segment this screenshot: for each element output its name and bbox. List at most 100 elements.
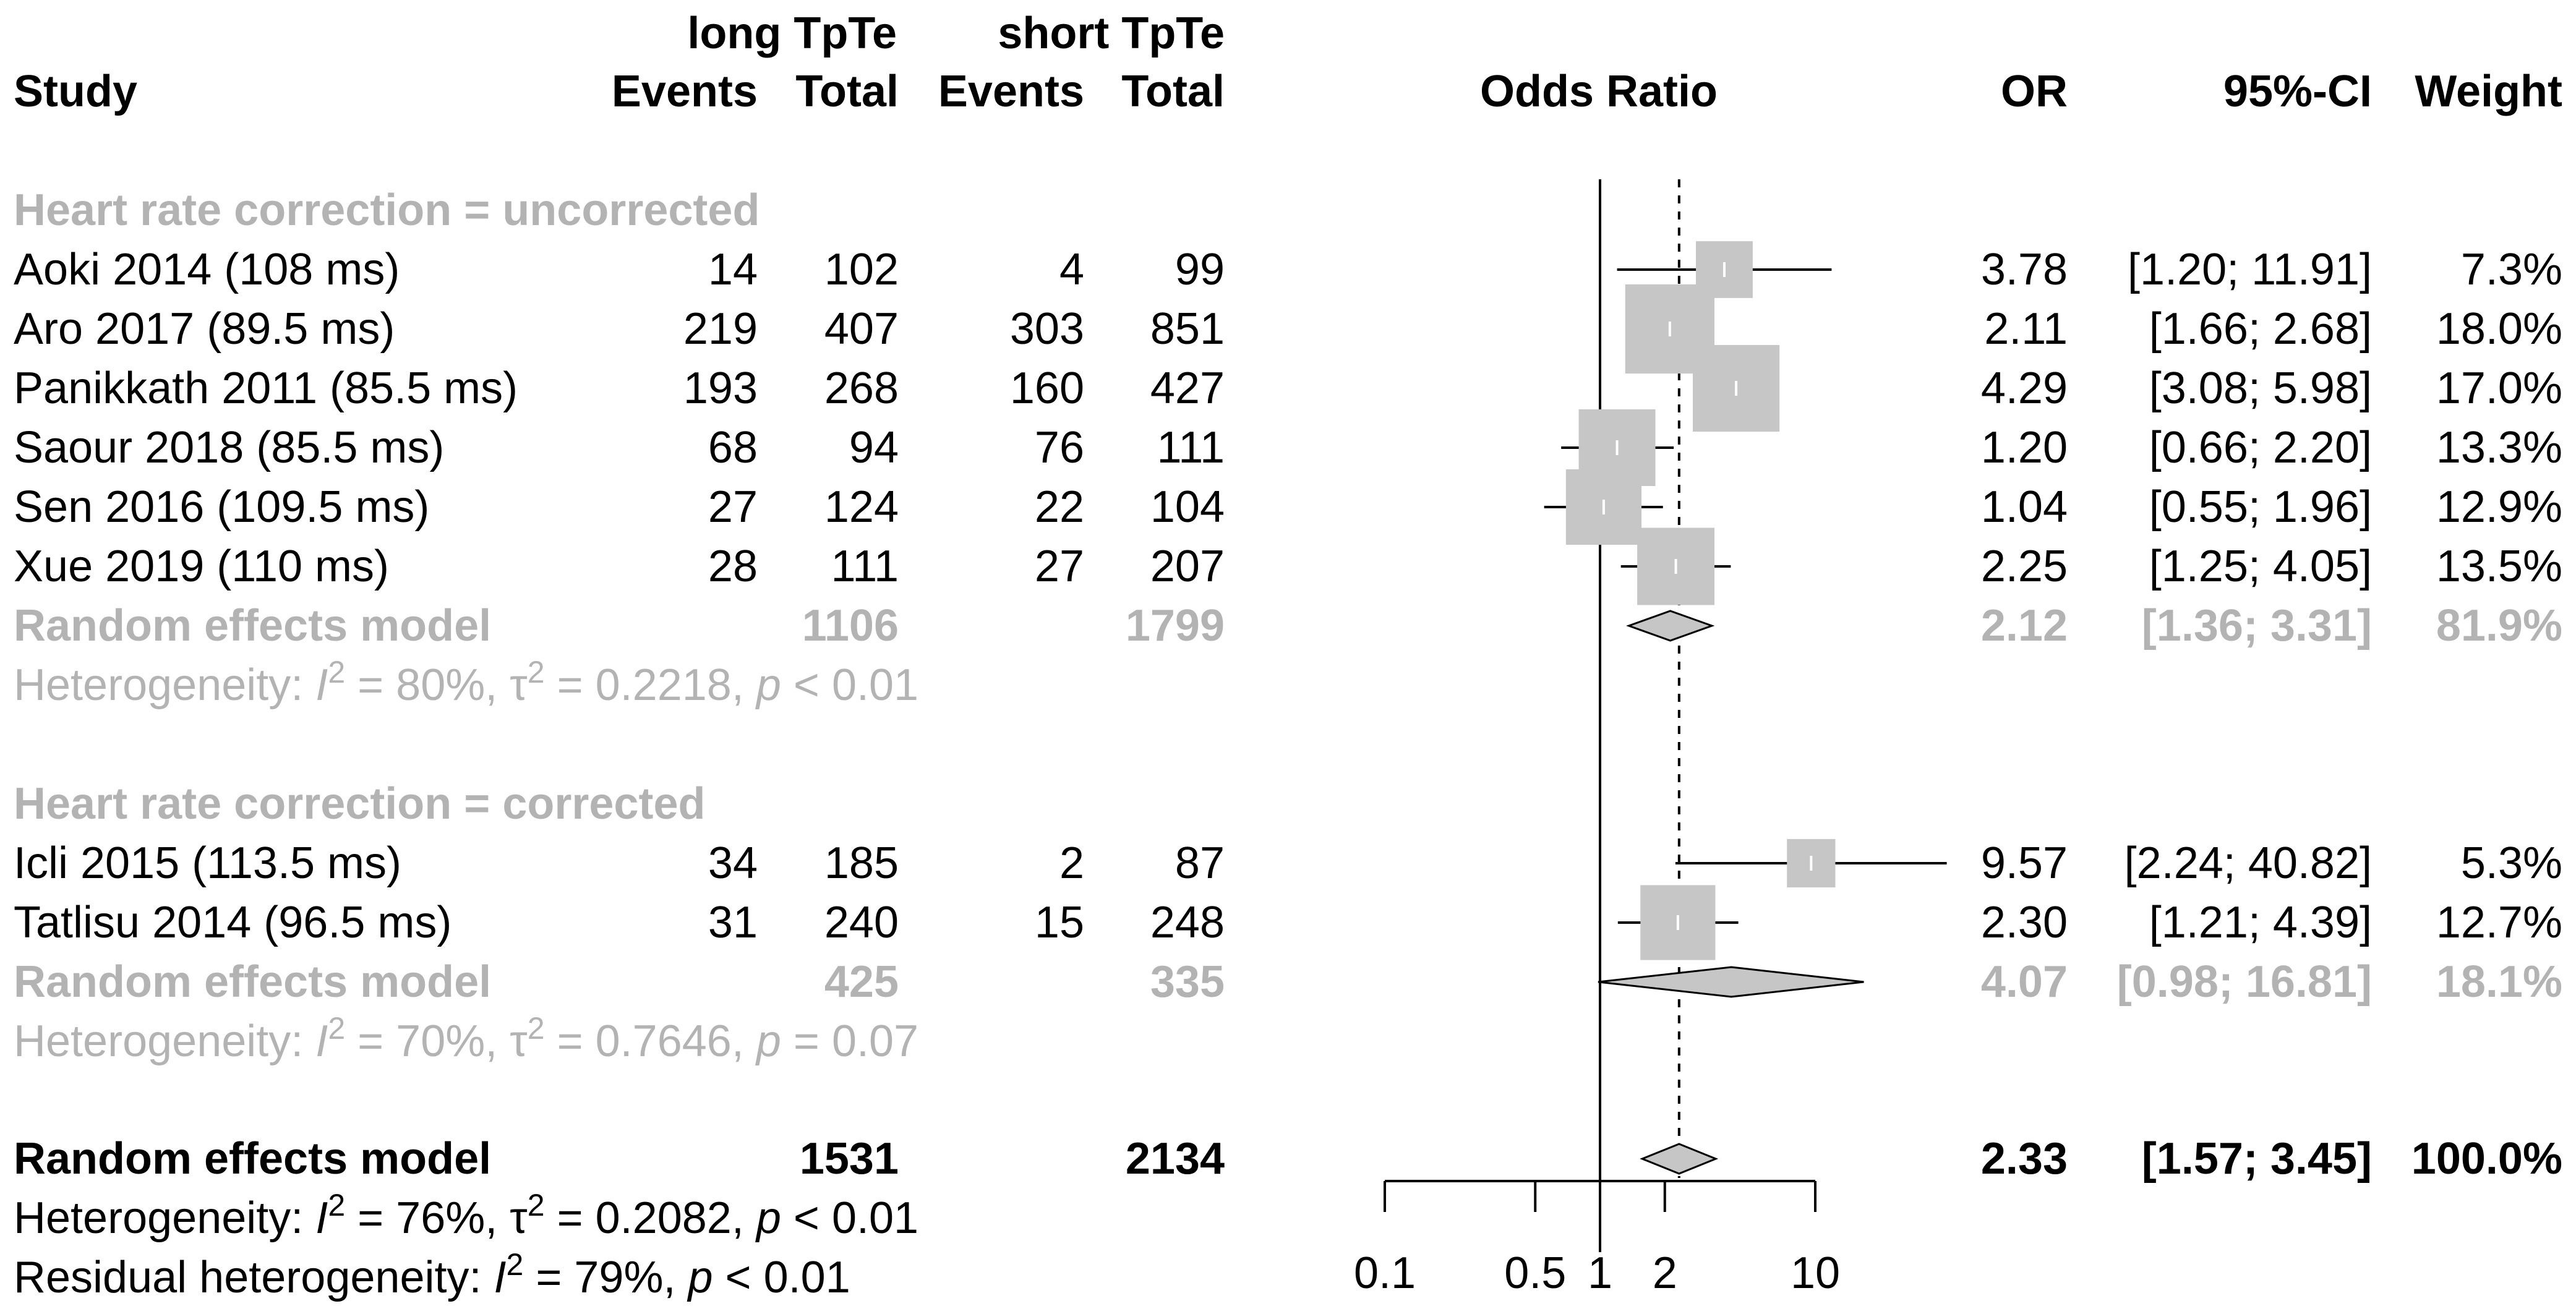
header-weight: Weight — [2415, 67, 2562, 116]
ci-value: [0.66; 2.20] — [2149, 423, 2372, 472]
residual-heterogeneity: Residual heterogeneity: I2 = 79%, p < 0.… — [14, 1247, 850, 1302]
study-label: Xue 2019 (110 ms) — [14, 542, 389, 591]
header-long-tpte: long TpTe — [687, 9, 897, 58]
overall-model-label: Random effects model — [14, 1134, 491, 1184]
total-long: 124 — [824, 482, 899, 532]
total-long: 240 — [824, 898, 899, 947]
or-value: 1.04 — [1981, 482, 2068, 532]
subgroup-model-ci: [1.36; 3.31] — [2142, 601, 2372, 651]
events-long: 193 — [683, 364, 758, 413]
ci-value: [0.55; 1.96] — [2149, 482, 2372, 532]
subgroup-model-ci: [0.98; 16.81] — [2117, 957, 2372, 1007]
or-value: 2.30 — [1981, 898, 2068, 947]
weight-value: 18.0% — [2436, 304, 2562, 354]
forest-rows: Heart rate correction = uncorrected Aoki … — [14, 186, 2562, 1302]
or-value: 2.11 — [1984, 304, 2068, 354]
total-short: 851 — [1150, 304, 1225, 354]
subgroup-title: Heart rate correction = corrected — [14, 779, 705, 829]
or-value: 1.20 — [1981, 423, 2068, 472]
ci-value: [3.08; 5.98] — [2149, 364, 2372, 413]
header-events-short: Events — [938, 67, 1084, 116]
or-value: 9.57 — [1981, 838, 2068, 888]
ci-value: [1.20; 11.91] — [2128, 245, 2372, 294]
events-short: 4 — [1059, 245, 1084, 294]
ci-value: [1.66; 2.68] — [2149, 304, 2372, 354]
header-ci: 95%-CI — [2223, 67, 2372, 116]
study-label: Tatlisu 2014 (96.5 ms) — [14, 898, 451, 947]
study-label: Aro 2017 (89.5 ms) — [14, 304, 395, 354]
events-short: 303 — [1010, 304, 1084, 354]
overall-model-ci: [1.57; 3.45] — [2142, 1134, 2372, 1184]
x-tick-label: 0.1 — [1354, 1248, 1416, 1298]
ci-value: [1.25; 4.05] — [2149, 542, 2372, 591]
x-tick-label: 10 — [1791, 1248, 1840, 1298]
events-long: 219 — [683, 304, 758, 354]
header-events-long: Events — [612, 67, 758, 116]
x-tick-label: 2 — [1653, 1248, 1677, 1298]
study-label: Saour 2018 (85.5 ms) — [14, 423, 444, 472]
events-short: 76 — [1035, 423, 1084, 472]
weight-value: 17.0% — [2436, 364, 2562, 413]
events-short: 160 — [1010, 364, 1084, 413]
weight-value: 12.7% — [2436, 898, 2562, 947]
study-label: Icli 2015 (113.5 ms) — [14, 838, 401, 888]
study-label: Aoki 2014 (108 ms) — [14, 245, 400, 294]
total-long: 185 — [824, 838, 899, 888]
subgroup-model-total-long: 1106 — [802, 601, 899, 651]
total-short: 99 — [1175, 245, 1225, 294]
events-long: 14 — [708, 245, 758, 294]
or-value: 4.29 — [1981, 364, 2068, 413]
total-short: 207 — [1150, 542, 1225, 591]
column-headers: long TpTe short TpTe Study Events Total … — [14, 9, 2562, 116]
total-long: 111 — [831, 542, 899, 591]
subgroup-model-or: 2.12 — [1981, 601, 2068, 651]
subgroup-model-total-long: 425 — [824, 957, 899, 1007]
total-short: 104 — [1150, 482, 1225, 532]
total-short: 87 — [1175, 838, 1225, 888]
weight-value: 5.3% — [2461, 838, 2562, 888]
overall-model-total-long: 1531 — [800, 1134, 899, 1184]
header-total-long: Total — [795, 67, 899, 116]
weight-value: 7.3% — [2461, 245, 2562, 294]
events-short: 15 — [1035, 898, 1084, 947]
subgroup-model-diamond — [1626, 610, 1715, 642]
overall-model-or: 2.33 — [1981, 1134, 2068, 1184]
subgroup-model-weight: 18.1% — [2436, 957, 2562, 1007]
subgroup-model-diamond — [1598, 966, 1864, 998]
ci-value: [2.24; 40.82] — [2125, 838, 2372, 888]
weight-value: 13.3% — [2436, 423, 2562, 472]
events-long: 31 — [708, 898, 758, 947]
events-short: 27 — [1035, 542, 1084, 591]
x-tick-label: 0.5 — [1504, 1248, 1566, 1298]
header-study: Study — [14, 67, 137, 116]
x-axis: 0.1 0.5 1 2 10 — [1354, 1180, 1840, 1298]
subgroup-model-weight: 81.9% — [2436, 601, 2562, 651]
total-long: 268 — [824, 364, 899, 413]
subgroup-heterogeneity: Heterogeneity: I2 = 70%, τ2 = 0.7646, p … — [14, 1011, 918, 1066]
total-long: 102 — [824, 245, 899, 294]
header-odds-ratio: Odds Ratio — [1480, 67, 1718, 116]
events-long: 27 — [708, 482, 758, 532]
header-total-short: Total — [1121, 67, 1225, 116]
overall-model-diamond — [1640, 1143, 1719, 1175]
study-label: Sen 2016 (109.5 ms) — [14, 482, 429, 532]
subgroup-model-label: Random effects model — [14, 601, 491, 651]
study-label: Panikkath 2011 (85.5 ms) — [14, 364, 518, 413]
total-long: 94 — [849, 423, 899, 472]
total-short: 111 — [1157, 423, 1225, 472]
or-value: 3.78 — [1981, 245, 2068, 294]
weight-value: 12.9% — [2436, 482, 2562, 532]
events-long: 34 — [708, 838, 758, 888]
subgroup-model-total-short: 1799 — [1126, 601, 1225, 651]
ci-value: [1.21; 4.39] — [2149, 898, 2372, 947]
total-long: 407 — [824, 304, 899, 354]
x-tick-label: 1 — [1588, 1248, 1612, 1298]
overall-model-weight: 100.0% — [2411, 1134, 2562, 1184]
weight-value: 13.5% — [2436, 542, 2562, 591]
events-short: 22 — [1035, 482, 1084, 532]
events-short: 2 — [1059, 838, 1084, 888]
events-long: 68 — [708, 423, 758, 472]
subgroup-model-label: Random effects model — [14, 957, 491, 1007]
subgroup-title: Heart rate correction = uncorrected — [14, 186, 760, 235]
